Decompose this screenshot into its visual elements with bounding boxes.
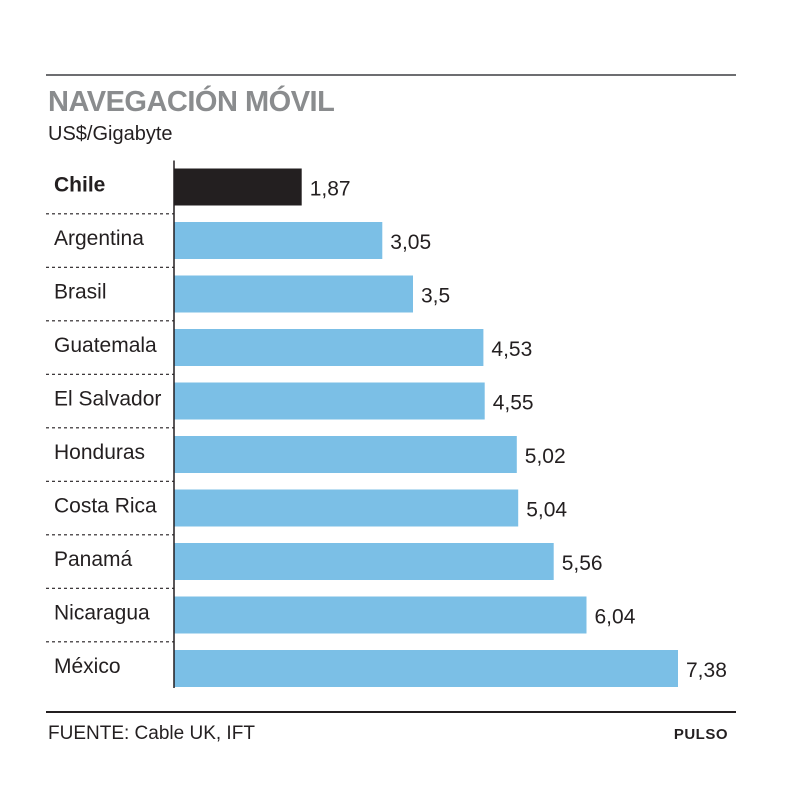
value-label: 1,87 — [310, 178, 351, 201]
category-label: El Salvador — [54, 388, 161, 411]
category-label: Guatemala — [54, 334, 157, 357]
source-note: FUENTE: Cable UK, IFT — [48, 723, 255, 744]
bar — [174, 543, 554, 580]
category-label: Argentina — [54, 227, 144, 250]
chart-subtitle: US$/Gigabyte — [48, 123, 173, 145]
category-label: Chile — [54, 174, 105, 197]
value-label: 6,04 — [595, 606, 636, 629]
category-label: México — [54, 655, 121, 678]
bottom-rule — [46, 711, 736, 713]
category-label: Costa Rica — [54, 495, 157, 518]
bar — [174, 436, 517, 473]
bar — [174, 329, 484, 366]
category-label: Brasil — [54, 281, 107, 304]
value-label: 5,02 — [525, 445, 566, 468]
value-label: 3,05 — [390, 231, 431, 254]
bar — [174, 382, 485, 420]
bar — [174, 596, 587, 634]
value-label: 5,04 — [526, 499, 567, 522]
chart-title: NAVEGACIÓN MÓVIL — [48, 86, 335, 118]
top-rule — [46, 74, 736, 76]
bar — [174, 489, 519, 527]
bar — [174, 650, 678, 687]
bar — [174, 222, 383, 259]
value-label: 7,38 — [686, 659, 727, 682]
value-label: 4,53 — [491, 338, 532, 361]
value-label: 4,55 — [493, 392, 534, 415]
brand-logo: PULSO — [673, 726, 728, 743]
category-label: Honduras — [54, 441, 145, 464]
value-label: 5,56 — [562, 552, 603, 575]
category-label: Nicaragua — [54, 602, 150, 625]
bar — [174, 275, 413, 313]
category-label: Panamá — [54, 548, 133, 571]
bar — [174, 168, 302, 206]
value-label: 3,5 — [421, 285, 450, 308]
